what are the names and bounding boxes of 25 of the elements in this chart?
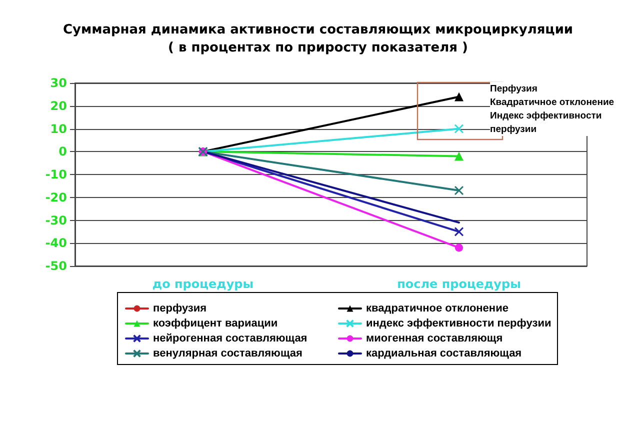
point [454, 124, 464, 134]
y-tick-label: -10 [45, 168, 67, 182]
y-tick-label: 30 [50, 76, 67, 90]
legend-label: кардиальная составляющая [366, 348, 522, 360]
y-tick-label: -20 [45, 190, 67, 204]
y-tick-label: 0 [58, 144, 67, 159]
y-tick-label: 20 [50, 98, 67, 113]
y-tick-label: 10 [50, 122, 67, 136]
point [454, 186, 464, 196]
legend-label: миогенная составляющя [366, 332, 503, 344]
legend-label: индекс эффективности перфузии [366, 318, 552, 330]
point [454, 226, 464, 236]
y-tick-label: -40 [45, 236, 67, 250]
legend-label: перфузия [153, 302, 207, 314]
point [455, 244, 463, 252]
legend-label: венулярная составляющая [153, 348, 302, 360]
legend-label: коэффицент вариации [153, 318, 278, 330]
x-tick-label: после процедуры [397, 277, 521, 291]
legend-label: квадратичное отклонение [366, 302, 508, 314]
chart-title: Суммарная динамика активности составляющих микроциркуляции ( в процентах по приросту показателя ) [62, 22, 574, 56]
y-tick-label: -30 [45, 213, 67, 228]
y-tick-label: -50 [45, 259, 67, 273]
x-tick-label: до процедуры [152, 277, 254, 291]
legend-label: нейрогенная составляющая [153, 332, 308, 344]
annotation: Перфузия Квадратичное отклонение Индекс эффективности перфузии [490, 83, 614, 135]
